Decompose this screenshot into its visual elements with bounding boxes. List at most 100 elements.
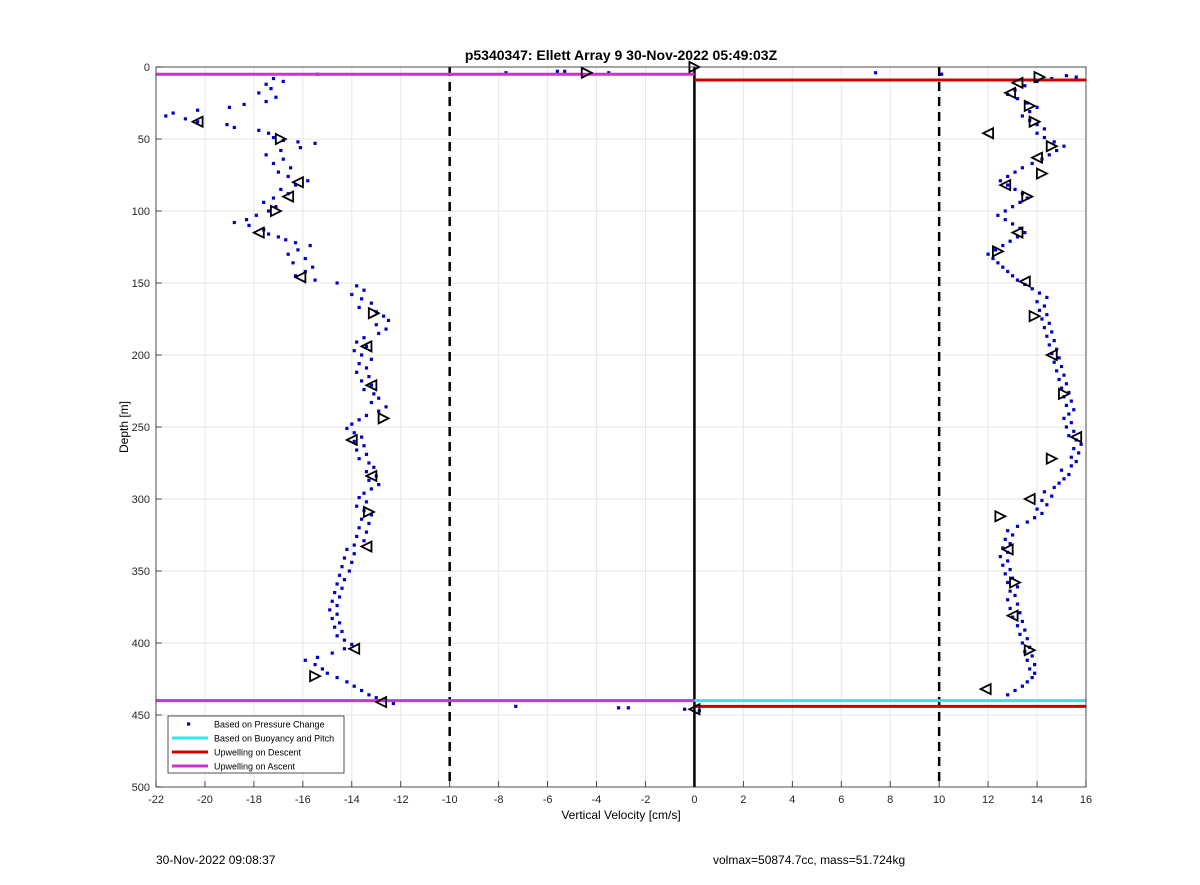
pressure-change-point	[1033, 516, 1037, 520]
pressure-change-point	[364, 344, 369, 348]
pressure-change-point	[266, 131, 271, 135]
pressure-change-point	[335, 281, 339, 285]
pressure-change-point	[359, 435, 364, 439]
pressure-change-point	[355, 448, 359, 452]
x-tick-label: -12	[393, 794, 409, 806]
pressure-change-point	[1006, 559, 1010, 563]
pressure-change-point	[1055, 148, 1059, 153]
pressure-change-point	[1003, 209, 1007, 213]
pressure-change-point	[337, 573, 342, 577]
legend-label: Based on Pressure Change	[214, 720, 325, 730]
pressure-change-point	[350, 422, 354, 426]
pressure-change-point	[357, 495, 361, 500]
pressure-change-point	[362, 539, 366, 543]
pressure-change-point	[1047, 343, 1051, 347]
pressure-change-point	[1003, 572, 1007, 576]
pressure-change-point	[320, 667, 325, 671]
pressure-change-point	[1057, 481, 1061, 485]
pressure-change-point	[271, 76, 276, 81]
pressure-change-point	[330, 651, 334, 655]
pressure-change-point	[1050, 330, 1054, 334]
buoyancy-pitch-marker	[981, 126, 995, 140]
pressure-change-point	[281, 79, 285, 83]
pressure-change-point	[325, 671, 329, 675]
y-tick-label: 250	[132, 422, 150, 434]
pressure-change-point	[227, 105, 232, 109]
pressure-change-point	[257, 91, 261, 95]
pressure-change-point	[1006, 529, 1010, 533]
pressure-change-point	[369, 400, 373, 405]
pressure-change-point	[1023, 231, 1027, 235]
pressure-change-point	[1006, 580, 1010, 585]
buoyancy-pitch-marker	[1009, 576, 1023, 589]
buoyancy-pitch-marker	[364, 378, 378, 392]
buoyancy-pitch-marker	[281, 190, 295, 204]
pressure-change-point	[1055, 369, 1059, 373]
pressure-change-point	[232, 220, 236, 225]
pressure-change-point	[1035, 507, 1039, 511]
pressure-change-point	[1057, 356, 1061, 360]
pressure-change-point	[357, 457, 361, 461]
pressure-change-point	[286, 252, 290, 256]
pressure-change-point	[183, 117, 187, 121]
pressure-change-point	[1010, 533, 1015, 537]
pressure-change-point	[293, 241, 298, 245]
pressure-change-point	[367, 461, 371, 465]
pressure-change-point	[372, 392, 376, 396]
pressure-change-point	[264, 82, 268, 86]
pressure-change-point	[1001, 546, 1005, 550]
pressure-change-point	[369, 301, 373, 305]
pressure-change-point	[362, 288, 366, 292]
pressure-change-point	[384, 327, 388, 331]
pressure-change-point	[1010, 274, 1015, 278]
pressure-change-point	[311, 265, 315, 269]
pressure-change-point	[1020, 641, 1024, 645]
legend-label: Upwelling on Descent	[214, 748, 302, 758]
pressure-change-point	[1064, 382, 1069, 386]
pressure-change-point	[313, 663, 317, 667]
pressure-change-point	[377, 396, 381, 400]
pressure-change-point	[257, 128, 261, 132]
pressure-change-point	[377, 331, 381, 335]
buoyancy-pitch-marker	[309, 669, 323, 683]
pressure-change-point	[1072, 447, 1076, 451]
pressure-change-point	[352, 431, 356, 435]
pressure-change-point	[1015, 585, 1020, 589]
pressure-change-point	[328, 608, 332, 612]
pressure-change-point	[1030, 161, 1034, 166]
pressure-change-point	[244, 218, 249, 222]
plot-frame	[155, 66, 1087, 788]
pressure-change-point	[616, 706, 621, 710]
buoyancy-pitch-marker	[1069, 430, 1083, 444]
pressure-change-point	[281, 157, 285, 161]
pressure-change-point	[293, 274, 298, 278]
buoyancy-pitch-marker	[1005, 609, 1019, 623]
pressure-change-point	[330, 599, 334, 603]
buoyancy-pitch-marker	[991, 244, 1005, 258]
pressure-change-point	[355, 284, 359, 288]
pressure-change-point	[626, 706, 630, 710]
pressure-change-point	[1040, 317, 1044, 321]
pressure-change-point	[1050, 351, 1054, 356]
pressure-change-point	[342, 638, 347, 642]
buoyancy-pitch-marker	[1045, 139, 1059, 153]
pressure-change-point	[284, 238, 288, 242]
buoyancy-pitch-marker	[1000, 542, 1014, 556]
pressure-change-point	[1042, 127, 1046, 131]
pressure-change-point	[1025, 637, 1029, 641]
x-axis-label: Vertical Velocity [cm/s]	[561, 808, 680, 822]
pressure-change-point	[1010, 615, 1015, 619]
pressure-change-point	[1008, 567, 1012, 572]
pressure-change-point	[337, 621, 342, 625]
y-tick-label: 400	[132, 638, 150, 650]
reference-lines	[448, 67, 941, 787]
pressure-change-point	[298, 146, 302, 150]
pressure-change-point	[342, 578, 347, 582]
pressure-change-point	[382, 314, 386, 318]
pressure-change-point	[335, 582, 339, 586]
pressure-change-point	[352, 439, 356, 443]
buoyancy-pitch-marker	[374, 695, 388, 709]
footer-timestamp: 30-Nov-2022 09:08:37	[156, 853, 276, 867]
pressure-change-point	[377, 483, 381, 487]
